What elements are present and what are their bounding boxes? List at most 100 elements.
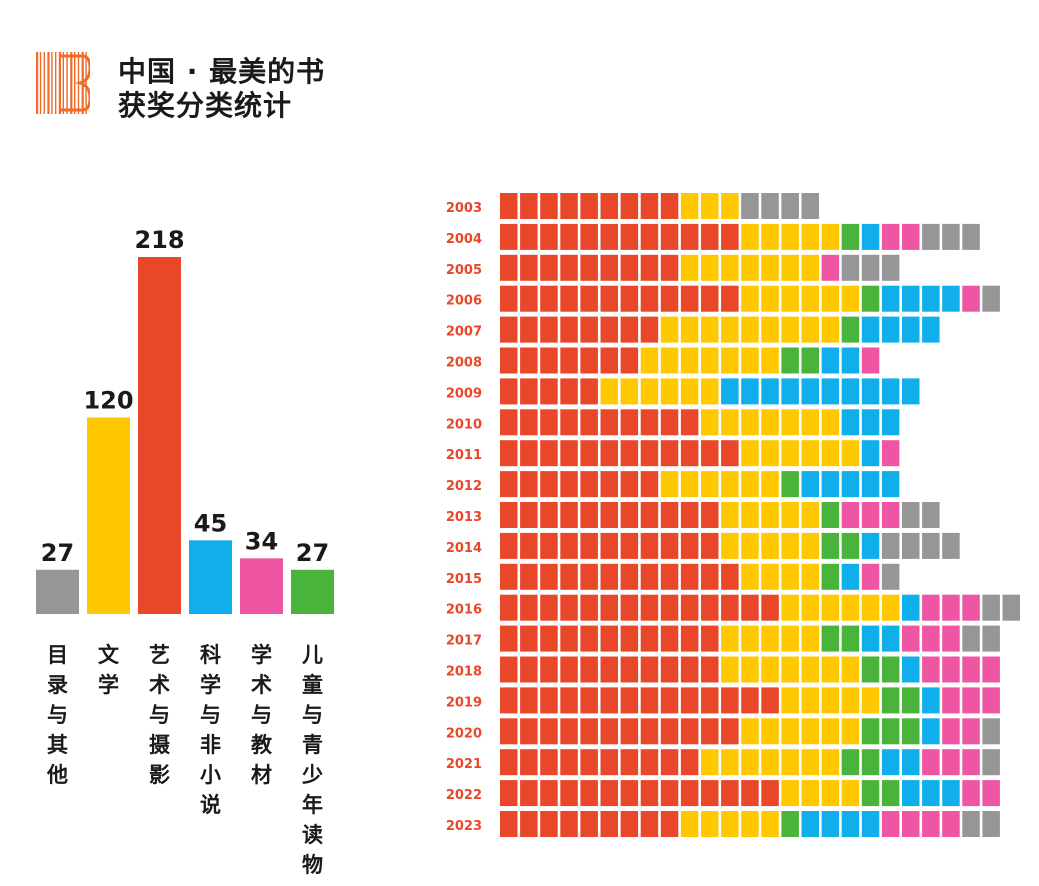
waffle-cell xyxy=(600,440,618,467)
waffle-cell xyxy=(500,409,518,436)
waffle-cell xyxy=(982,749,1000,776)
waffle-cell xyxy=(801,687,819,714)
waffle-cell xyxy=(560,223,578,250)
waffle-cell xyxy=(701,532,719,559)
waffle-cell xyxy=(600,347,618,374)
waffle-cell xyxy=(841,440,860,467)
waffle-cell xyxy=(781,811,799,837)
waffle-cell xyxy=(660,347,679,374)
waffle-cell xyxy=(781,594,799,621)
waffle-cell xyxy=(520,285,538,312)
waffle-cell xyxy=(801,502,819,528)
waffle-cell xyxy=(721,223,739,250)
waffle-cell xyxy=(741,316,759,343)
waffle-cell xyxy=(701,502,719,528)
waffle-cell xyxy=(922,502,940,528)
waffle-cell xyxy=(600,193,618,219)
waffle-cell xyxy=(721,687,739,714)
waffle-cell xyxy=(841,409,860,436)
waffle-cell xyxy=(620,254,639,281)
waffle-cell xyxy=(600,780,618,807)
waffle-cell xyxy=(560,285,578,312)
waffle-cell xyxy=(560,811,578,837)
waffle-cell xyxy=(701,193,719,219)
waffle-cell xyxy=(680,718,699,745)
waffle-cell xyxy=(540,223,558,250)
waffle-cell xyxy=(861,625,880,652)
waffle-cell xyxy=(861,594,880,621)
waffle-cell xyxy=(500,223,518,250)
waffle-cell xyxy=(560,316,578,343)
waffle-cell xyxy=(680,471,699,498)
waffle-cell xyxy=(500,502,518,528)
bar-value-label: 120 xyxy=(83,386,133,414)
waffle-cell xyxy=(701,409,719,436)
waffle-cell xyxy=(881,471,900,498)
logo-stripe xyxy=(36,52,39,114)
waffle-cell xyxy=(881,254,900,281)
waffle-cell xyxy=(841,285,860,312)
waffle-cell xyxy=(841,687,860,714)
waffle-cell xyxy=(922,316,940,343)
waffle-cell xyxy=(922,687,940,714)
waffle-cell xyxy=(861,285,880,312)
year-label: 2021 xyxy=(446,757,482,772)
waffle-cell xyxy=(861,347,880,374)
waffle-cell xyxy=(801,780,819,807)
waffle-cell xyxy=(500,718,518,745)
waffle-cell xyxy=(600,718,618,745)
waffle-cell xyxy=(620,502,639,528)
waffle-cell xyxy=(540,625,558,652)
waffle-cell xyxy=(721,625,739,652)
waffle-cell xyxy=(500,687,518,714)
waffle-cell xyxy=(1002,594,1020,621)
waffle-cell xyxy=(982,718,1000,745)
waffle-cell xyxy=(741,749,759,776)
waffle-cell xyxy=(841,223,860,250)
waffle-cell xyxy=(600,502,618,528)
waffle-cell xyxy=(600,378,618,405)
waffle-cell xyxy=(500,625,518,652)
waffle-cell xyxy=(721,285,739,312)
waffle-cell xyxy=(500,594,518,621)
waffle-cell xyxy=(640,409,659,436)
waffle-cell xyxy=(962,811,980,837)
waffle-cell xyxy=(580,471,598,498)
waffle-cell xyxy=(580,656,598,683)
waffle-cell xyxy=(640,563,659,590)
waffle-cell xyxy=(821,811,840,837)
waffle-cell xyxy=(902,687,920,714)
waffle-cell xyxy=(741,563,759,590)
waffle-cell xyxy=(741,811,759,837)
waffle-cell xyxy=(942,532,960,559)
waffle-cell xyxy=(741,594,759,621)
waffle-cell xyxy=(942,780,960,807)
waffle-cell xyxy=(861,254,880,281)
waffle-cell xyxy=(841,347,860,374)
waffle-cell xyxy=(520,594,538,621)
waffle-cell xyxy=(821,625,840,652)
year-label: 2015 xyxy=(446,572,482,587)
waffle-cell xyxy=(560,687,578,714)
waffle-cell xyxy=(620,687,639,714)
waffle-cell xyxy=(962,594,980,621)
waffle-cell xyxy=(540,316,558,343)
category-label: 儿童与青少年读物 xyxy=(301,643,323,877)
waffle-cell xyxy=(701,749,719,776)
waffle-cell xyxy=(660,409,679,436)
waffle-cell xyxy=(620,440,639,467)
waffle-cell xyxy=(881,378,900,405)
waffle-cell xyxy=(881,316,900,343)
year-label: 2023 xyxy=(446,819,482,834)
waffle-cell xyxy=(520,378,538,405)
waffle-cell xyxy=(962,656,980,683)
waffle-cell xyxy=(841,471,860,498)
waffle-cell xyxy=(620,780,639,807)
waffle-cell xyxy=(540,687,558,714)
waffle-cell xyxy=(680,532,699,559)
waffle-cell xyxy=(520,254,538,281)
waffle-cell xyxy=(640,502,659,528)
waffle-cell xyxy=(680,223,699,250)
waffle-cell xyxy=(902,223,920,250)
waffle-cell xyxy=(680,656,699,683)
